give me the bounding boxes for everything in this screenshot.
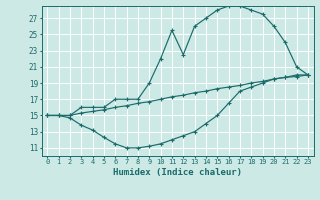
X-axis label: Humidex (Indice chaleur): Humidex (Indice chaleur) [113,168,242,177]
